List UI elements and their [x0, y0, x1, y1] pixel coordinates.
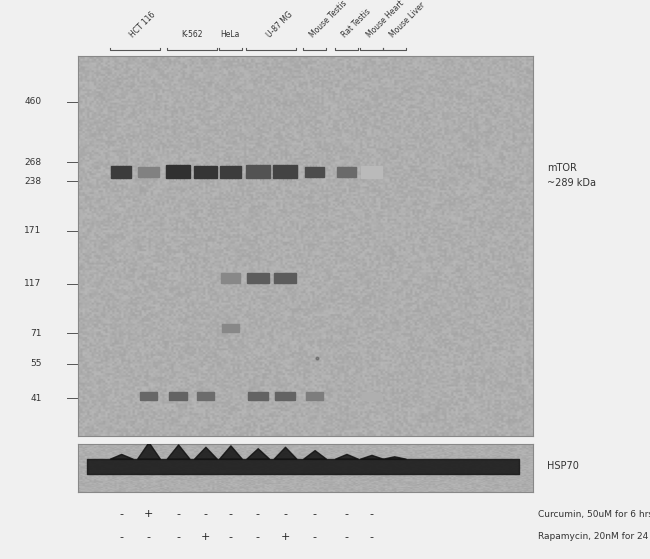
- Text: HSP70: HSP70: [547, 461, 578, 471]
- Text: -: -: [176, 532, 180, 542]
- Text: -: -: [203, 509, 207, 519]
- Bar: [337, 167, 356, 177]
- Text: ~289 kDa: ~289 kDa: [547, 178, 595, 188]
- Bar: [220, 166, 240, 178]
- Bar: [194, 166, 217, 178]
- Text: -: -: [369, 532, 374, 542]
- Bar: [111, 166, 131, 178]
- Bar: [275, 392, 295, 400]
- Text: Mouse Liver: Mouse Liver: [388, 0, 427, 39]
- Bar: [138, 167, 159, 177]
- Text: -: -: [313, 509, 317, 519]
- Text: 268: 268: [25, 158, 42, 167]
- Text: -: -: [344, 509, 348, 519]
- Text: Rat Testis: Rat Testis: [340, 7, 372, 39]
- Text: 171: 171: [24, 226, 42, 235]
- Bar: [248, 392, 268, 400]
- Text: -: -: [228, 532, 233, 542]
- Text: -: -: [228, 509, 233, 519]
- Text: 71: 71: [30, 329, 42, 338]
- Text: 41: 41: [30, 394, 42, 402]
- Text: -: -: [146, 532, 151, 542]
- Text: -: -: [283, 509, 287, 519]
- Bar: [306, 392, 323, 400]
- Bar: [197, 392, 214, 400]
- Bar: [305, 167, 324, 177]
- Bar: [221, 273, 239, 283]
- Bar: [222, 324, 239, 332]
- Text: HeLa: HeLa: [221, 30, 240, 39]
- Text: Curcumin, 50uM for 6 hrs: Curcumin, 50uM for 6 hrs: [538, 510, 650, 519]
- Text: 238: 238: [25, 177, 42, 186]
- Text: Mouse Testis: Mouse Testis: [308, 0, 349, 39]
- Text: mTOR: mTOR: [547, 163, 577, 173]
- Text: 55: 55: [30, 359, 42, 368]
- Text: -: -: [176, 509, 180, 519]
- Text: -: -: [255, 509, 260, 519]
- Bar: [273, 165, 297, 178]
- Text: -: -: [344, 532, 348, 542]
- Bar: [361, 166, 382, 178]
- Bar: [170, 392, 187, 400]
- Text: 460: 460: [25, 97, 42, 106]
- Text: -: -: [255, 532, 260, 542]
- Text: -: -: [369, 509, 374, 519]
- Text: 117: 117: [24, 280, 42, 288]
- Bar: [140, 392, 157, 400]
- Bar: [246, 165, 270, 178]
- Text: -: -: [119, 509, 124, 519]
- Text: -: -: [119, 532, 124, 542]
- Text: +: +: [201, 532, 210, 542]
- Text: -: -: [313, 532, 317, 542]
- Text: Rapamycin, 20nM for 24 hrs: Rapamycin, 20nM for 24 hrs: [538, 532, 650, 541]
- Bar: [363, 392, 381, 400]
- Bar: [274, 273, 296, 283]
- Text: Mouse Heart: Mouse Heart: [365, 0, 406, 39]
- Text: +: +: [280, 532, 290, 542]
- Text: +: +: [144, 509, 153, 519]
- Text: HCT 116: HCT 116: [129, 10, 158, 39]
- Bar: [166, 165, 190, 178]
- Bar: [247, 273, 268, 283]
- Text: K-562: K-562: [181, 30, 203, 39]
- Text: U-87 MG: U-87 MG: [265, 10, 294, 39]
